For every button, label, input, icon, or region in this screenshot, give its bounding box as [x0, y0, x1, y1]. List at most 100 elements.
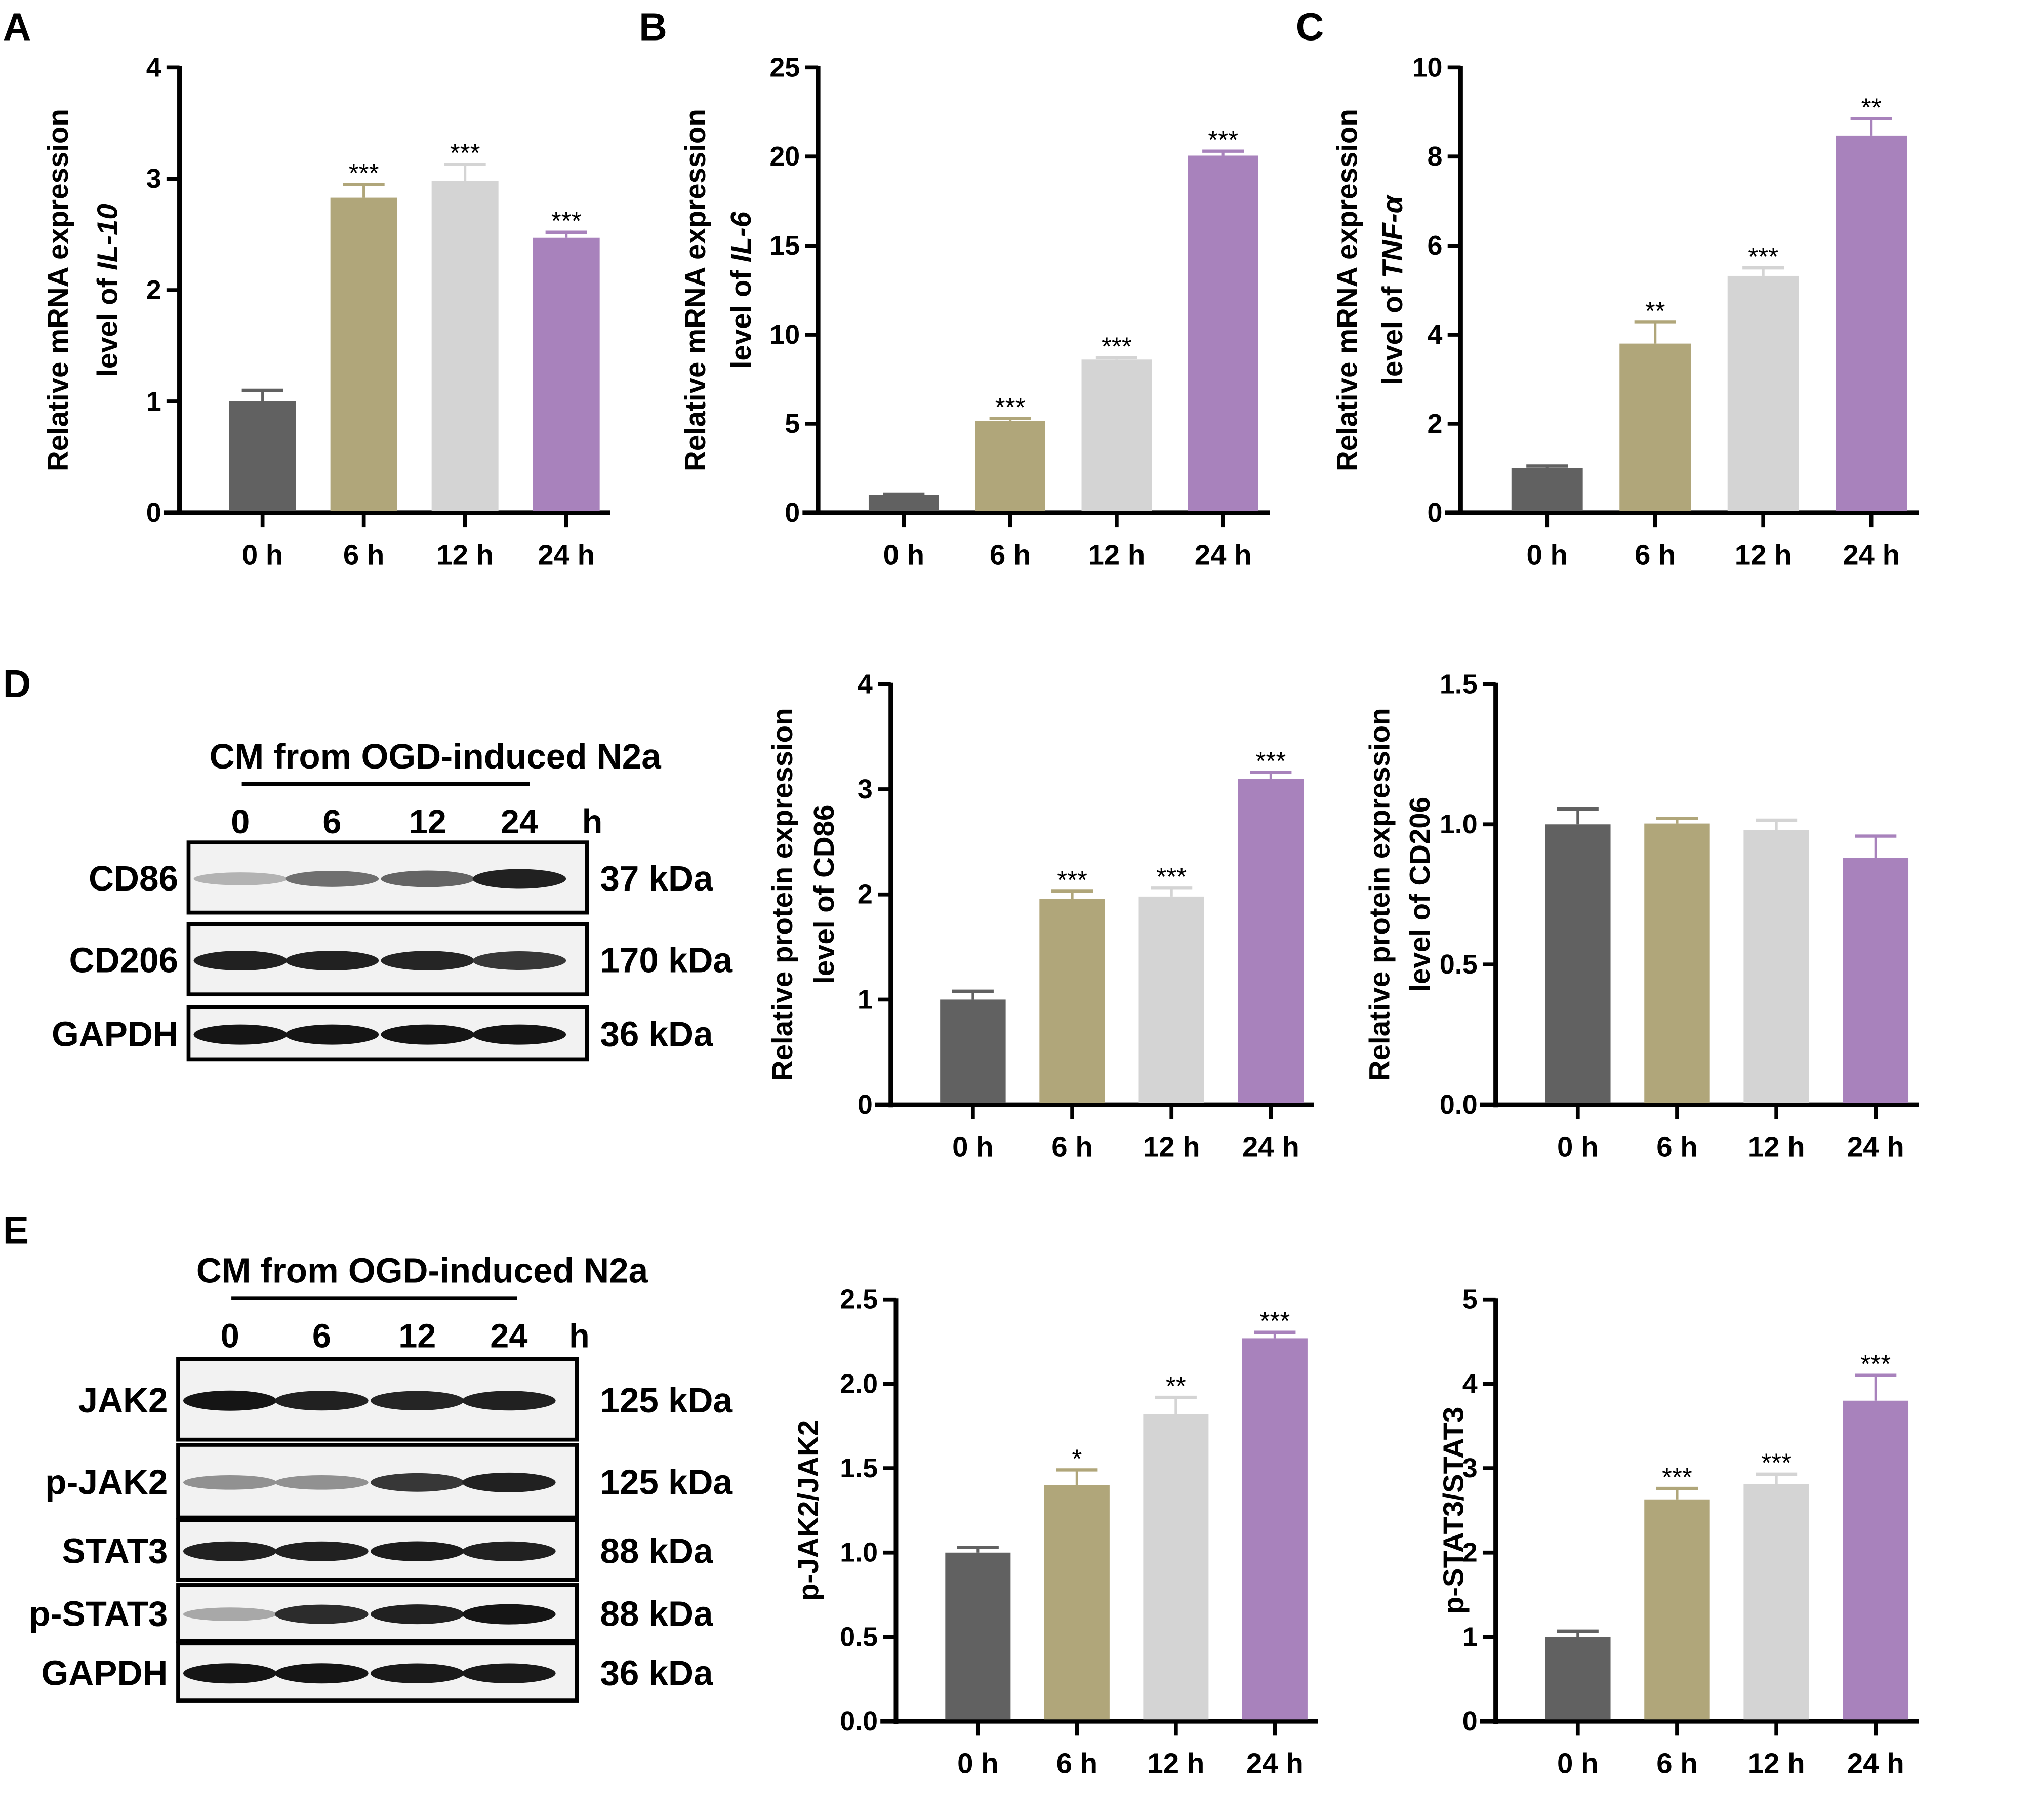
x-tick-label: 0 h — [952, 1131, 994, 1163]
y-axis-title-prefix: level of CD206 — [1404, 797, 1436, 992]
y-tick-label: 2 — [1428, 409, 1443, 439]
y-tick-label: 4 — [146, 52, 161, 83]
y-tick-label: 3 — [1462, 1453, 1478, 1483]
blot-row-label: JAK2 — [78, 1381, 168, 1420]
bar-0h — [1545, 824, 1611, 1103]
band — [370, 1541, 464, 1561]
y-axis-title-line1: Relative mRNA expression — [679, 109, 711, 471]
bar-6h — [1039, 899, 1105, 1103]
band — [183, 1541, 277, 1561]
y-axis-title-line2: level of CD206 — [1404, 797, 1436, 992]
bar-0h — [1545, 1637, 1611, 1720]
y-axis-title-prefix: level of CD86 — [808, 805, 840, 984]
x-tick-label: 6 h — [343, 539, 385, 571]
bar-0h — [868, 495, 939, 511]
x-tick-label: 0 h — [242, 539, 283, 571]
y-tick-label: 1 — [146, 386, 161, 417]
band — [462, 1604, 556, 1625]
y-tick-label: 4 — [1428, 319, 1443, 350]
y-tick-label: 15 — [769, 230, 800, 261]
y-tick-label: 10 — [1412, 52, 1443, 83]
y-tick-label: 2 — [146, 275, 161, 305]
chart-d-cd86: 0 1 2 3 4 0 h *** 6 h *** 12 h *** 24 h Relative pro… — [766, 669, 1314, 1163]
lane-label: 6 — [322, 803, 341, 841]
band — [370, 1473, 464, 1492]
blot-row-label: CD206 — [69, 941, 178, 980]
y-tick-label: 25 — [769, 52, 800, 83]
y-tick-label: 0 — [858, 1089, 873, 1120]
x-tick-label: 24 h — [538, 539, 595, 571]
molecular-weight-label: 170 kDa — [600, 941, 732, 980]
x-tick-label: 24 h — [1843, 539, 1900, 571]
y-tick-label: 3 — [146, 164, 161, 194]
band — [275, 1541, 369, 1561]
bar-12h — [1727, 275, 1799, 511]
y-axis-title-line2: level of CD86 — [808, 805, 840, 984]
bar-12h — [1743, 1484, 1809, 1720]
y-tick-label: 0.5 — [840, 1622, 878, 1652]
molecular-weight-label: 37 kDa — [600, 859, 713, 898]
y-tick-label: 2.5 — [840, 1284, 878, 1315]
y-axis-title-line1: p-JAK2/JAK2 — [792, 1420, 824, 1601]
bar-12h — [431, 181, 499, 511]
y-tick-label: 0.5 — [1440, 949, 1478, 980]
blot-row-gapdh: GAPDH 36 kDa — [52, 1005, 713, 1062]
y-tick-label: 1.5 — [840, 1453, 878, 1483]
blot-row-label: GAPDH — [41, 1653, 168, 1692]
bar-12h — [1081, 359, 1152, 511]
band — [381, 1024, 475, 1045]
significance-label: *** — [1102, 332, 1132, 361]
bar-24h — [1843, 858, 1909, 1103]
significance-label: * — [1072, 1444, 1082, 1473]
blot-row-cd206: CD206 170 kDa — [69, 922, 733, 997]
y-tick-label: 0 — [146, 498, 161, 528]
y-tick-label: 1 — [858, 984, 873, 1015]
x-tick-label: 6 h — [1656, 1748, 1697, 1779]
bar-24h — [1242, 1338, 1308, 1720]
band — [370, 1604, 464, 1625]
significance-label: ** — [1166, 1371, 1186, 1400]
significance-label: *** — [1259, 1307, 1290, 1336]
significance-label: *** — [1761, 1448, 1791, 1477]
molecular-weight-label: 88 kDa — [600, 1594, 713, 1634]
bar-24h — [533, 237, 600, 511]
chart-e-jak2: 0.0 0.5 1.0 1.5 2.0 2.5 0 h * 6 h ** 12 h *** 24 h p-… — [792, 1284, 1318, 1779]
western-blot-d: CM from OGD-induced N2a 0 6 12 24 h CD86 37 kDa… — [52, 737, 733, 1062]
blot-row-label: p-STAT3 — [29, 1594, 168, 1634]
lane-unit-label: h — [569, 1318, 590, 1355]
significance-label: *** — [1057, 865, 1087, 894]
band — [183, 1475, 277, 1490]
y-axis-title-line1: Relative mRNA expression — [42, 109, 74, 471]
blot-row-label: GAPDH — [52, 1015, 178, 1054]
significance-label: ** — [1645, 296, 1665, 325]
lane-label: 6 — [312, 1318, 331, 1355]
significance-label: *** — [349, 158, 379, 187]
x-tick-label: 24 h — [1195, 539, 1252, 571]
y-tick-label: 8 — [1428, 141, 1443, 172]
y-tick-label: 0.0 — [1440, 1089, 1478, 1120]
lane-label: 12 — [398, 1318, 436, 1355]
band — [462, 1541, 556, 1561]
y-tick-label: 10 — [769, 319, 800, 350]
panel-letter-d: D — [3, 662, 31, 706]
y-tick-label: 2 — [1462, 1538, 1478, 1568]
band — [183, 1663, 277, 1684]
y-tick-label: 5 — [785, 409, 800, 439]
y-axis-title-gene: TNF-α — [1376, 194, 1408, 278]
bar-6h — [1619, 343, 1691, 511]
y-axis-title-line1: Relative protein expression — [1363, 708, 1395, 1081]
band — [285, 951, 379, 970]
band — [370, 1663, 464, 1684]
y-tick-label: 2.0 — [840, 1368, 878, 1399]
y-tick-label: 0 — [785, 498, 800, 528]
band — [381, 951, 475, 970]
chart-b: 0 5 10 15 20 25 0 h *** 6 h *** 12 h *** 24 h Relativ… — [679, 52, 1270, 571]
y-axis-title-line1: p-STAT3/STAT3 — [1438, 1407, 1470, 1614]
y-tick-label: 1 — [1462, 1622, 1478, 1652]
blot-row-label: STAT3 — [62, 1531, 168, 1570]
y-tick-label: 1.0 — [840, 1538, 878, 1568]
lane-label: 12 — [409, 803, 446, 841]
y-tick-label: 6 — [1428, 230, 1443, 261]
blot-row-p-stat3: p-STAT3 88 kDa — [29, 1583, 713, 1643]
y-tick-label: 1.5 — [1440, 669, 1478, 699]
